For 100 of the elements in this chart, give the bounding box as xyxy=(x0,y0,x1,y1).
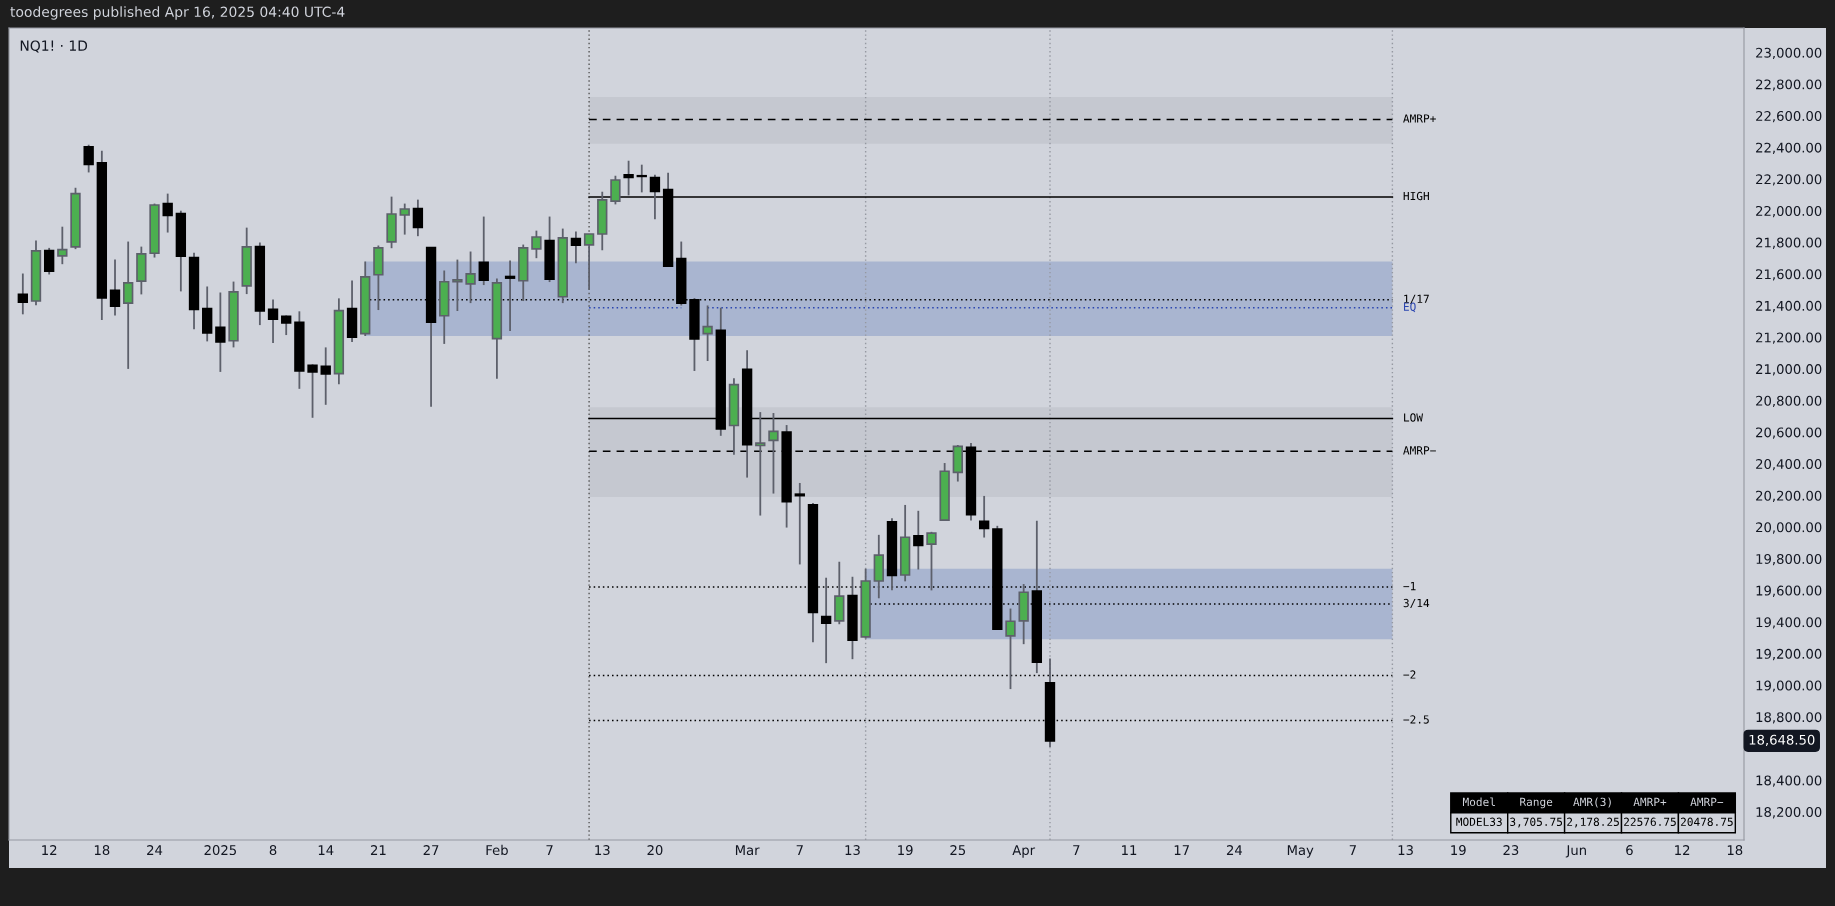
x-tick-label: 12 xyxy=(1675,845,1690,855)
annotation: AMR(3) xyxy=(1573,797,1611,808)
y-tick-label: 20,200.00 xyxy=(1756,490,1822,502)
x-tick-label: 13 xyxy=(845,845,860,856)
x-tick-label: Mar xyxy=(735,845,760,856)
y-tick-label: 21,000.00 xyxy=(1756,364,1822,376)
series-label: −2.5 xyxy=(1403,715,1429,724)
y-tick-label: 21,400.00 xyxy=(1756,300,1822,313)
annotation: MODEL33 xyxy=(1456,817,1502,826)
series-label: 3/14 xyxy=(1403,598,1430,609)
annotation: 2,178.25 xyxy=(1567,817,1619,828)
annotation: 3,705.75 xyxy=(1510,817,1563,828)
candlestick xyxy=(122,240,134,370)
x-tick-label: 14 xyxy=(318,845,334,855)
y-tick-label: 23,000.00 xyxy=(1756,47,1822,60)
candlestick xyxy=(162,192,173,234)
y-tick-label: 19,400.00 xyxy=(1756,617,1822,629)
annotation: AMRP+ xyxy=(1633,797,1667,806)
series-label: HIGH xyxy=(1403,191,1429,201)
candlestick xyxy=(978,495,990,539)
x-tick-label: 2025 xyxy=(204,845,236,856)
x-tick-label: 7 xyxy=(796,845,803,855)
candlestick xyxy=(768,412,779,495)
candlestick xyxy=(702,304,713,362)
x-tick-label: 19 xyxy=(1451,845,1466,856)
candlestick xyxy=(465,250,476,305)
candlestick xyxy=(636,163,647,194)
x-tick-label: 13 xyxy=(1398,845,1413,856)
candlestick xyxy=(610,174,621,206)
series-label: 1/17 xyxy=(1404,294,1429,304)
x-tick-label: Apr xyxy=(1012,845,1036,858)
y-tick-label: 19,000.00 xyxy=(1756,680,1822,692)
x-tick-label: 18 xyxy=(1727,845,1743,856)
x-tick-label: 27 xyxy=(423,845,439,855)
candlestick xyxy=(926,530,937,592)
candlestick xyxy=(83,143,94,174)
y-tick-label: 18,200.00 xyxy=(1756,807,1822,819)
candlestick xyxy=(215,291,226,373)
candlestick xyxy=(570,230,582,265)
x-tick-label: 21 xyxy=(370,845,386,855)
candlestick xyxy=(109,258,121,317)
candlestick xyxy=(43,246,55,276)
candlestick xyxy=(267,298,279,344)
y-tick-label: 21,600.00 xyxy=(1756,269,1822,281)
series-label: EQ xyxy=(1404,302,1416,313)
x-tick-label: 12 xyxy=(42,845,57,855)
x-tick-label: 23 xyxy=(1503,845,1519,856)
y-tick-label: 22,200.00 xyxy=(1756,174,1822,186)
x-tick-label: 7 xyxy=(1349,845,1356,855)
x-tick-label: 20 xyxy=(647,845,663,856)
x-tick-label: 25 xyxy=(950,845,966,856)
series-label: LOW xyxy=(1404,413,1423,422)
annotation: Model xyxy=(1462,797,1495,807)
candlestick xyxy=(320,346,331,406)
x-tick-label: Feb xyxy=(486,844,508,856)
y-tick-label: 20,400.00 xyxy=(1756,459,1822,471)
candlestick xyxy=(913,509,924,571)
chart-subtitle: toodegrees published Apr 16, 2025 04:40 UTC-4 xyxy=(10,6,345,20)
x-tick-label: 24 xyxy=(147,845,163,855)
annotation: AMRP− xyxy=(1690,797,1724,806)
text: NQ1! · 1D xyxy=(20,40,88,53)
candlestick xyxy=(399,202,410,236)
y-tick-label: 18,400.00 xyxy=(1756,775,1822,787)
x-tick-label: 8 xyxy=(269,845,277,856)
x-tick-label: 7 xyxy=(1073,845,1080,855)
candlestick xyxy=(478,215,489,286)
y-tick-label: 21,200.00 xyxy=(1756,332,1822,344)
y-tick-label: 22,600.00 xyxy=(1756,111,1822,123)
y-tick-label: 20,600.00 xyxy=(1756,427,1822,439)
y-tick-label: 20,000.00 xyxy=(1756,522,1822,534)
candlestick xyxy=(307,363,318,419)
x-tick-label: 17 xyxy=(1174,845,1189,855)
x-tick-label: 6 xyxy=(1626,845,1633,856)
candlestick xyxy=(531,229,542,260)
x-tick-label: Jun xyxy=(1565,845,1586,858)
y-tick-label: 21,800.00 xyxy=(1756,237,1822,249)
series-label: −1 xyxy=(1403,582,1416,591)
candlestick xyxy=(1005,607,1016,690)
y-tick-label: 19,200.00 xyxy=(1756,648,1822,661)
y-tick-label: 18,800.00 xyxy=(1756,712,1822,724)
candlestick xyxy=(452,258,463,312)
candlestick xyxy=(794,482,805,566)
y-tick-label: 19,800.00 xyxy=(1756,553,1822,566)
x-tick-label: 24 xyxy=(1226,845,1243,855)
candlestick xyxy=(17,272,29,316)
candlestick xyxy=(281,314,292,336)
candlestick xyxy=(583,233,595,291)
candlestick xyxy=(57,225,68,266)
series-label: AMRP− xyxy=(1403,446,1436,455)
x-tick-label: 18 xyxy=(94,845,110,856)
y-tick-label: 19,600.00 xyxy=(1756,585,1822,597)
annotation: 20478.75 xyxy=(1680,817,1733,826)
y-tick-label: 22,000.00 xyxy=(1756,205,1822,218)
series-label: −2 xyxy=(1403,670,1416,679)
x-tick-label: 13 xyxy=(595,845,610,856)
annotation: 22576.75 xyxy=(1624,817,1676,826)
candlestick xyxy=(755,411,766,517)
y-tick-label: 22,400.00 xyxy=(1756,142,1822,154)
y-tick-label: 20,800.00 xyxy=(1756,395,1822,408)
candlestick xyxy=(412,198,424,238)
